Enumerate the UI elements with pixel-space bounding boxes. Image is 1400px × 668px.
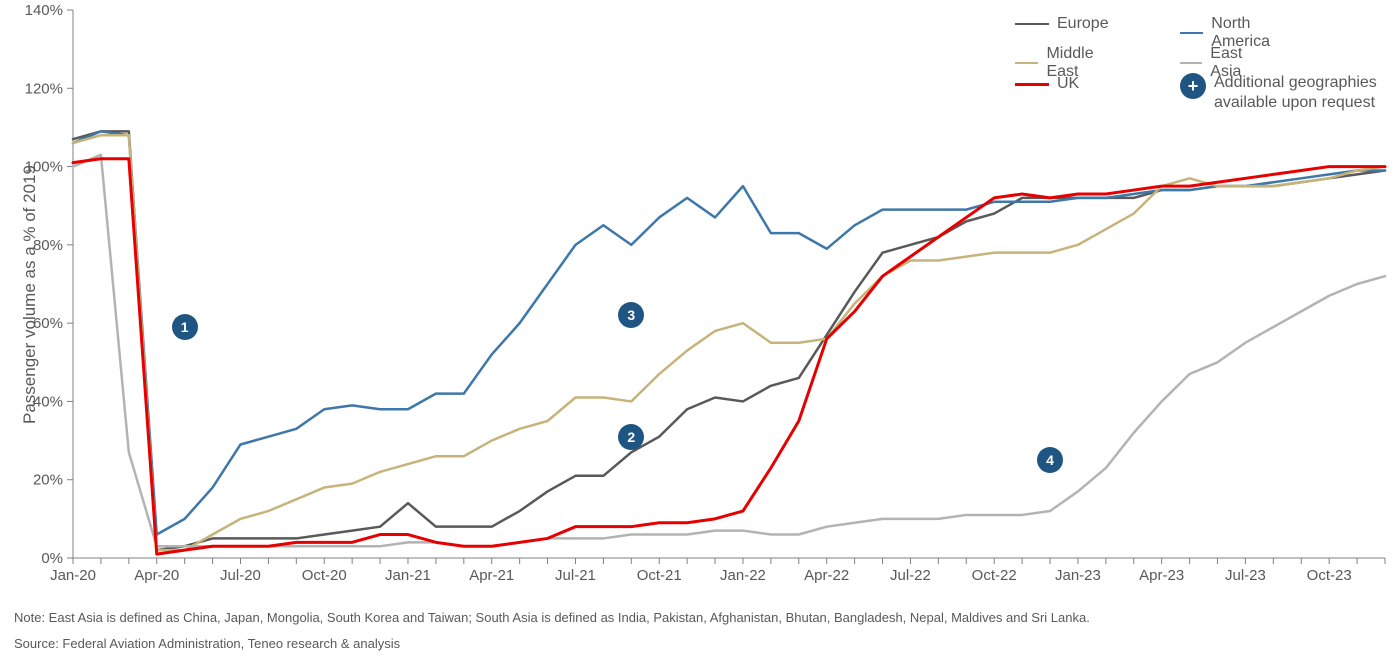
series-east-asia [73, 155, 1385, 546]
legend-swatch [1015, 83, 1049, 86]
legend-item-uk: UK [1015, 75, 1079, 93]
annotation-4[interactable]: 4 [1037, 447, 1063, 473]
annotation-1[interactable]: 1 [172, 314, 198, 340]
x-tick-label: Jan-22 [720, 567, 766, 584]
legend-item-additional[interactable]: + Additional geographies available upon r… [1180, 73, 1380, 113]
x-tick-label: Oct-23 [1307, 567, 1352, 584]
x-tick-label: Apr-22 [804, 567, 849, 584]
x-tick-label: Oct-22 [972, 567, 1017, 584]
x-tick-label: Oct-21 [637, 567, 682, 584]
legend-swatch [1180, 62, 1202, 64]
y-tick-label: 140% [25, 2, 63, 19]
x-tick-label: Apr-21 [469, 567, 514, 584]
x-tick-label: Jan-21 [385, 567, 431, 584]
chart-source: Source: Federal Aviation Administration,… [14, 634, 400, 654]
x-tick-label: Jul-23 [1225, 567, 1266, 584]
plus-icon[interactable]: + [1180, 73, 1206, 99]
legend-label: Europe [1057, 15, 1109, 33]
x-tick-label: Jan-23 [1055, 567, 1101, 584]
annotation-2[interactable]: 2 [618, 424, 644, 450]
chart-note: Note: East Asia is defined as China, Jap… [14, 608, 1090, 628]
y-tick-label: 20% [33, 472, 63, 489]
x-tick-label: Jul-21 [555, 567, 596, 584]
series-north-america [73, 131, 1385, 534]
x-tick-label: Oct-20 [302, 567, 347, 584]
legend-swatch [1015, 23, 1049, 25]
series-europe [73, 131, 1385, 550]
y-tick-label: 120% [25, 80, 63, 97]
x-tick-label: Apr-23 [1139, 567, 1184, 584]
y-tick-label: 0% [41, 550, 63, 567]
legend-swatch [1180, 32, 1203, 34]
series-middle-east [73, 135, 1385, 550]
x-tick-label: Jul-20 [220, 567, 261, 584]
y-axis-title: Passenger volume as a % of 2019 [20, 165, 40, 424]
legend-item-europe: Europe [1015, 15, 1109, 33]
legend-swatch [1015, 62, 1038, 64]
legend-extra-label: Additional geographies available upon re… [1214, 73, 1380, 113]
series-uk [73, 159, 1385, 554]
legend-label: UK [1057, 75, 1079, 93]
x-tick-label: Jan-20 [50, 567, 96, 584]
x-tick-label: Jul-22 [890, 567, 931, 584]
x-tick-label: Apr-20 [134, 567, 179, 584]
